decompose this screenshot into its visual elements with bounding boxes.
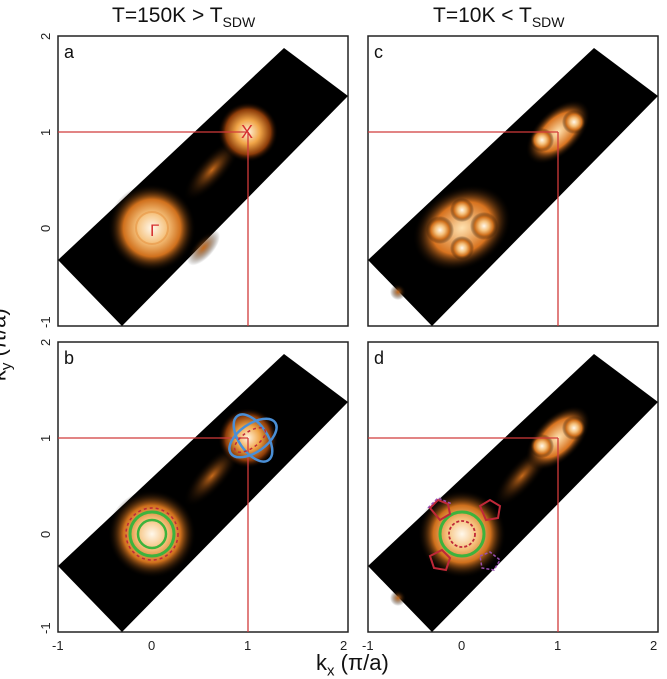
y-tick-bottom-2: 2 (38, 339, 53, 346)
y-tick-bottom-neg1: -1 (38, 622, 53, 634)
y-tick-top-1: 1 (38, 129, 53, 136)
x-tick-left-3: 2 (340, 638, 347, 653)
panel-a: Γ X a (57, 35, 349, 327)
column-title-150k: T=150K > TSDW (112, 4, 256, 31)
x-axis-label: kx (π/a) (316, 650, 389, 679)
y-tick-bottom-1: 1 (38, 435, 53, 442)
fermi-contour-gamma-d (438, 510, 486, 558)
panel-c: c (367, 35, 659, 327)
x-tick-right-0: -1 (362, 638, 374, 653)
sdw-pocket-1 (428, 498, 452, 522)
panel-label-a: a (64, 42, 75, 62)
gamma-pocket-d (418, 490, 506, 578)
x-point-label: X (241, 122, 253, 142)
x-tick-left-1: 0 (148, 638, 155, 653)
x-tick-right-3: 2 (650, 638, 657, 653)
panel-label-d: d (374, 348, 384, 368)
panel-label-c: c (374, 42, 383, 62)
gamma-point-label: Γ (150, 221, 159, 240)
fermi-contour-x-blue-1 (228, 417, 278, 459)
x-tick-left-2: 1 (244, 638, 251, 653)
sdw-pocket-2 (478, 498, 502, 522)
panel-b: b (57, 341, 349, 633)
gamma-pocket-b (108, 490, 196, 578)
x-tick-labels: -1 0 1 2 -1 0 1 2 (52, 638, 657, 653)
y-tick-bottom-0: 0 (38, 531, 53, 538)
y-tick-top-neg1: -1 (38, 316, 53, 328)
y-axis-label: ky (π/a) (0, 308, 15, 381)
column-title-10k: T=10K < TSDW (433, 4, 565, 31)
gamma-pocket-a (108, 184, 196, 272)
y-tick-top-2: 2 (38, 33, 53, 40)
y-tick-top-0: 0 (38, 225, 53, 232)
y-tick-labels: 2 1 0 -1 2 1 0 -1 (38, 33, 53, 634)
fermi-contour-gamma-inner (136, 518, 168, 550)
x-tick-right-2: 1 (554, 638, 561, 653)
x-tick-left-0: -1 (52, 638, 64, 653)
sdw-pocket-3 (428, 548, 452, 572)
fermi-contour-gamma-outer (128, 510, 176, 558)
gamma-pocket-c (412, 184, 512, 272)
panel-d: d (367, 341, 659, 633)
panel-label-b: b (64, 348, 74, 368)
x-tick-right-1: 0 (458, 638, 465, 653)
